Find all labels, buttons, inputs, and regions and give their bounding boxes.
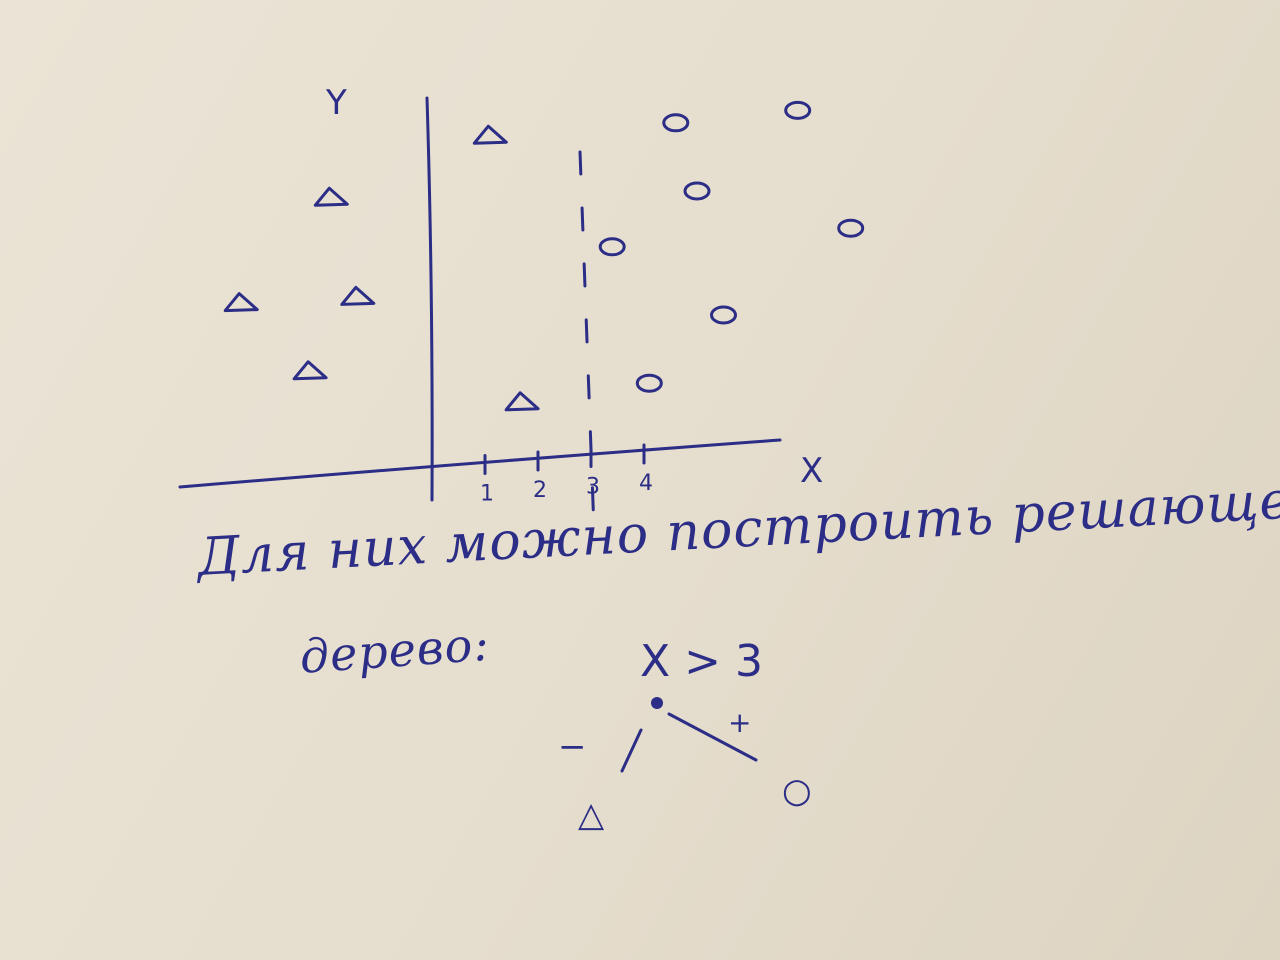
triangle-marker xyxy=(504,391,540,412)
tree-right-label: + xyxy=(728,706,751,739)
tree-condition: X > 3 xyxy=(640,636,763,687)
tree-right-branch xyxy=(667,712,758,762)
tree-left-leaf: △ xyxy=(578,795,605,835)
triangle-marker xyxy=(292,360,328,381)
x-tick-label: 2 xyxy=(533,478,547,503)
y-axis-label: Y xyxy=(325,83,347,123)
x-axis-label: X xyxy=(800,451,823,491)
x-tick-label: 3 xyxy=(586,475,600,500)
triangle-marker xyxy=(472,124,508,145)
triangle-marker xyxy=(223,292,259,313)
circle-marker xyxy=(635,373,663,393)
tree-left-label: − xyxy=(558,727,587,767)
y-axis xyxy=(425,96,434,502)
split-line xyxy=(578,150,596,532)
triangle-marker xyxy=(313,186,349,207)
x-axis xyxy=(178,438,782,489)
data-markers xyxy=(223,100,865,412)
tree-right-leaf: ○ xyxy=(782,771,812,811)
tree-root-node xyxy=(651,697,663,709)
tree-left-branch xyxy=(620,728,643,773)
circle-marker xyxy=(662,113,690,133)
circle-marker xyxy=(598,237,626,257)
x-tick-label: 1 xyxy=(480,482,494,507)
x-ticks: 1 2 3 4 xyxy=(480,443,653,507)
circle-marker xyxy=(837,218,865,238)
x-tick-label: 4 xyxy=(639,471,653,496)
circle-marker xyxy=(784,100,812,120)
circle-marker xyxy=(710,305,737,325)
triangle-marker xyxy=(340,285,376,306)
circle-marker xyxy=(683,181,711,201)
